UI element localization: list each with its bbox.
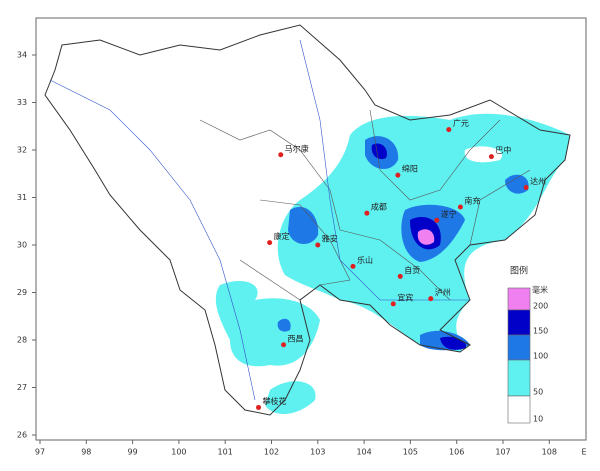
city-label: 广元 — [453, 118, 469, 128]
x-tick-label: 108 — [542, 448, 557, 457]
city-label: 巴中 — [495, 145, 511, 155]
legend-swatch — [507, 359, 531, 397]
legend: 图例 毫米 200 150 100 50 10 — [507, 265, 548, 424]
city-label: 攀枝花 — [263, 396, 287, 406]
x-tick-label: 103 — [310, 448, 325, 457]
legend-value: 200 — [533, 302, 548, 311]
legend-swatch — [507, 334, 531, 361]
y-tick-label: 26 — [17, 431, 27, 440]
y-tick-label: 33 — [17, 98, 27, 107]
legend-unit: 毫米 — [532, 285, 548, 295]
city-label: 乐山 — [357, 255, 373, 265]
city-label: 泸州 — [435, 287, 451, 297]
city-dot — [315, 242, 321, 248]
y-tick-label: 28 — [17, 336, 27, 345]
city-label: 西昌 — [288, 334, 304, 343]
rain-areas — [215, 113, 570, 415]
x-tick-label: 105 — [403, 448, 418, 457]
city-dot — [395, 172, 401, 178]
city-label: 宜宾 — [397, 292, 413, 302]
legend-swatch — [507, 309, 531, 336]
city-label: 马尔康 — [285, 143, 309, 153]
city-label: 自贡 — [404, 265, 420, 275]
city-dot — [488, 154, 494, 160]
rain-50 — [265, 381, 316, 415]
city-dot — [364, 210, 370, 216]
city-dot — [390, 301, 396, 307]
x-tick-label: 102 — [264, 448, 279, 457]
legend-swatch — [507, 395, 531, 424]
x-tick-label: 106 — [449, 448, 464, 457]
city-label: 雅安 — [322, 234, 338, 244]
city-label: 成都 — [371, 202, 387, 212]
city-label: 南充 — [464, 196, 480, 206]
city-label: 遂宁 — [441, 209, 457, 219]
y-tick-label: 32 — [17, 146, 27, 155]
prefecture-borders — [199, 109, 531, 301]
x-tick-label: 107 — [495, 448, 510, 457]
rain-150 — [371, 143, 387, 160]
province-outline — [44, 24, 571, 416]
city-dot — [397, 273, 403, 279]
city-dot — [434, 217, 440, 223]
y-tick-label: 31 — [17, 193, 27, 202]
city-dot — [523, 185, 529, 191]
legend-value: 100 — [533, 352, 548, 361]
city-label: 达州 — [530, 176, 546, 186]
y-tick-label: 30 — [17, 241, 27, 250]
city-dot — [350, 263, 356, 269]
city-dot — [256, 404, 262, 410]
x-unit: E — [581, 448, 586, 457]
rain-100 — [505, 174, 529, 194]
legend-swatch — [507, 287, 531, 311]
rain-100 — [288, 206, 319, 245]
city-dot — [281, 342, 287, 348]
city-label: 康定 — [274, 231, 290, 241]
city-dot — [446, 127, 452, 133]
y-tick-label: 27 — [17, 383, 27, 392]
x-tick-label: 99 — [128, 448, 138, 457]
frame — [35, 17, 587, 441]
legend-title: 图例 — [510, 265, 528, 277]
legend-value: 50 — [533, 388, 543, 397]
x-tick-label: 104 — [356, 448, 371, 457]
legend-value: 150 — [533, 327, 548, 336]
x-tick-label: 98 — [81, 448, 91, 457]
y-tick-label: 29 — [17, 288, 27, 297]
y-tick-label: 34 — [17, 51, 27, 60]
city-label: 绵阳 — [402, 164, 418, 174]
x-tick-label: 101 — [218, 448, 233, 457]
city-dot — [457, 204, 463, 210]
x-tick-label: 100 — [171, 448, 186, 457]
rain-50 — [215, 280, 320, 367]
x-tick-label: 97 — [35, 448, 45, 457]
rain-200 — [417, 229, 435, 245]
city-dot — [267, 240, 273, 246]
city-dot — [278, 152, 284, 158]
city-dot — [428, 296, 434, 302]
rain-100 — [277, 318, 291, 332]
legend-value: 10 — [533, 415, 543, 424]
